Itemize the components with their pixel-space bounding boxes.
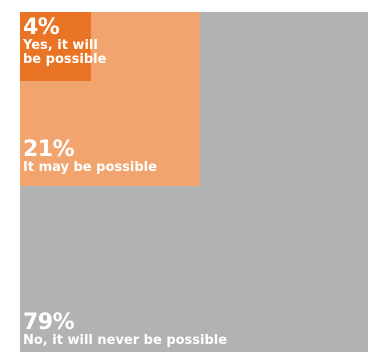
square-will-be-possible (20, 12, 91, 81)
value-label-never-possible: 79% (23, 310, 75, 335)
label-may-be-possible: 21% It may be possible (23, 139, 198, 175)
label-will-be-possible: 4% Yes, it will be possible (23, 17, 113, 67)
label-never-possible: 79% No, it will never be possible (23, 312, 368, 348)
value-label-may-be-possible: 21% (23, 137, 75, 162)
category-label-never-possible: No, it will never be possible (23, 333, 228, 348)
value-label-will-be-possible: 4% (23, 15, 60, 40)
category-label-will-be-possible: Yes, it will be possible (23, 38, 107, 67)
category-label-may-be-possible: It may be possible (23, 160, 157, 175)
